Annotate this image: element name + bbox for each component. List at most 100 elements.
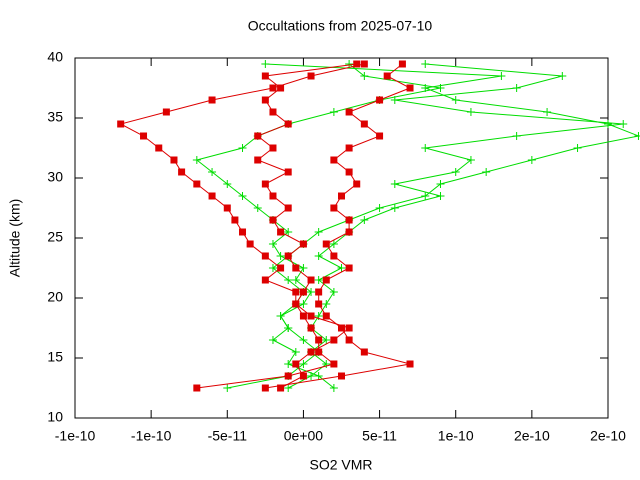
point-marker [261, 96, 269, 104]
point-marker [314, 276, 323, 284]
point-marker [307, 324, 315, 332]
point-marker [299, 372, 307, 380]
point-marker [466, 108, 475, 116]
point-marker [345, 264, 353, 272]
point-marker [299, 360, 308, 368]
point-marker [406, 360, 414, 368]
y-tick-label: 40 [47, 49, 63, 65]
point-marker [178, 168, 186, 176]
point-marker [436, 84, 445, 92]
point-marker [284, 324, 293, 332]
point-marker [360, 72, 369, 80]
point-marker [353, 60, 361, 68]
y-tick-label: 20 [47, 289, 63, 305]
point-marker [292, 264, 300, 272]
profile-line [256, 63, 357, 389]
point-marker [253, 204, 262, 212]
point-marker [322, 360, 331, 368]
point-marker [299, 300, 308, 308]
point-marker [398, 60, 406, 68]
profile-line [195, 63, 441, 389]
point-marker [261, 276, 269, 284]
point-marker [299, 312, 307, 320]
point-marker [314, 372, 323, 380]
point-marker [619, 120, 628, 128]
point-marker [329, 288, 338, 296]
point-marker [330, 252, 338, 260]
point-marker [246, 240, 254, 248]
point-marker [307, 276, 315, 284]
point-marker [208, 168, 217, 176]
profile-line [265, 63, 412, 389]
point-marker [330, 156, 338, 164]
point-marker [299, 288, 307, 296]
point-marker [307, 72, 315, 80]
point-marker [284, 168, 292, 176]
point-marker [277, 264, 285, 272]
point-marker [261, 252, 269, 260]
point-marker [345, 144, 353, 152]
point-marker [421, 144, 430, 152]
point-marker [307, 288, 316, 296]
point-marker [322, 312, 330, 320]
x-tick-label: 2e-10 [590, 428, 626, 444]
point-marker [512, 84, 521, 92]
point-marker [269, 192, 277, 200]
point-marker [360, 60, 368, 68]
point-marker [345, 336, 353, 344]
point-marker [558, 72, 567, 80]
point-marker [269, 108, 277, 116]
y-tick-label: 15 [47, 349, 63, 365]
point-marker [466, 156, 475, 164]
point-marker [231, 216, 239, 224]
point-marker [345, 228, 353, 236]
point-marker [269, 84, 277, 92]
point-marker [543, 108, 552, 116]
point-marker [261, 384, 269, 392]
point-marker [421, 60, 430, 68]
point-marker [299, 240, 307, 248]
point-marker [573, 144, 582, 152]
point-marker [451, 96, 460, 104]
point-marker [315, 336, 323, 344]
point-marker [284, 384, 293, 392]
point-marker [284, 360, 293, 368]
y-tick-label: 25 [47, 229, 63, 245]
point-marker [193, 180, 201, 188]
point-marker [329, 384, 338, 392]
point-marker [345, 108, 353, 116]
x-tick-label: 2e-10 [514, 428, 550, 444]
point-marker [284, 372, 292, 380]
point-marker [360, 120, 368, 128]
point-marker [307, 312, 315, 320]
chart-title: Occultations from 2025-07-10 [248, 18, 433, 34]
profile-line [119, 63, 365, 389]
x-tick-label: -1e-10 [55, 428, 96, 444]
profile-line [287, 63, 624, 389]
point-marker [315, 288, 323, 296]
point-marker [269, 216, 277, 224]
x-tick-label: -5e-11 [208, 428, 248, 444]
point-marker [284, 228, 293, 236]
point-marker [223, 180, 232, 188]
x-tick-label: 5e-11 [362, 428, 397, 444]
point-marker [338, 324, 345, 332]
point-marker [268, 240, 277, 248]
point-marker [322, 300, 331, 308]
point-marker [527, 156, 536, 164]
point-marker [239, 228, 247, 236]
point-marker [383, 72, 391, 80]
y-tick-label: 10 [47, 409, 63, 425]
point-marker [338, 372, 345, 380]
point-marker [390, 204, 399, 212]
point-marker [360, 348, 368, 356]
point-marker [269, 144, 277, 152]
point-marker [276, 312, 285, 320]
point-marker [276, 252, 285, 260]
point-marker [292, 288, 300, 296]
point-marker [254, 132, 262, 140]
point-marker [329, 108, 338, 116]
point-marker [345, 168, 353, 176]
point-marker [451, 168, 460, 176]
